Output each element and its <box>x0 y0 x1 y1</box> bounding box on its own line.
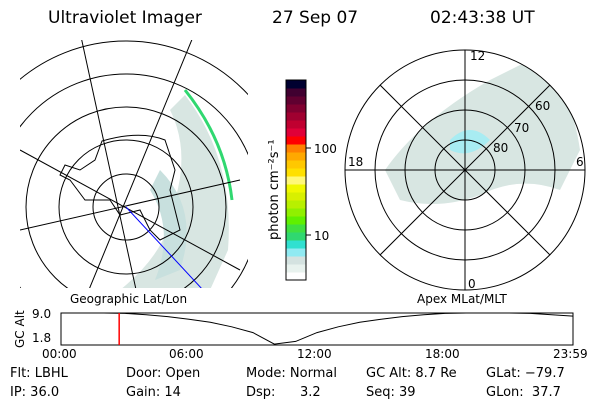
colorbar-band <box>286 208 306 217</box>
colorbar-tick-label: 100 <box>314 142 337 156</box>
mlt-label-12: 12 <box>470 49 485 63</box>
colorbar-band <box>286 88 306 97</box>
mlt-label-0: 0 <box>468 277 476 291</box>
aurora-emission <box>122 95 229 288</box>
colorbar-band <box>286 272 306 281</box>
mlt-label-6: 6 <box>576 155 584 169</box>
colorbar-band <box>286 200 306 209</box>
colorbar-label: photon cm⁻²s⁻¹ <box>267 139 282 240</box>
instrument-title: Ultraviolet Imager <box>48 8 202 28</box>
colorbar-band <box>286 176 306 185</box>
apex-mlt-map: 12 0 18 6 80 70 60 <box>344 49 586 291</box>
mlt-label-18: 18 <box>348 155 363 169</box>
altitude-plot-frame <box>60 312 574 346</box>
dsp-label: Dsp: <box>246 385 276 400</box>
antarctica-coastline <box>59 134 181 241</box>
x-tick-label: 06:00 <box>169 347 204 361</box>
colorbar-band <box>286 240 306 249</box>
orbit-track <box>125 206 202 288</box>
colorbar-band <box>286 168 306 177</box>
colorbar-band <box>286 216 306 225</box>
altitude-line <box>61 312 574 345</box>
colorbar-band <box>286 104 306 113</box>
colorbar-band <box>286 120 306 129</box>
glon-status: GLon: 37.7 <box>486 385 561 400</box>
longitude-lines <box>20 40 241 288</box>
colorbar-band <box>286 224 306 233</box>
colorbar-band <box>286 192 306 201</box>
colorbar-band <box>286 264 306 273</box>
geographic-caption: Geographic Lat/Lon <box>70 292 187 306</box>
colorbar-band <box>286 248 306 257</box>
colorbar-band <box>286 80 306 89</box>
latitude-circles <box>20 40 248 288</box>
mlat-label-80: 80 <box>493 141 508 155</box>
colorbar-frame <box>285 79 307 281</box>
ip-status: IP: 36.0 <box>10 385 60 400</box>
gc-alt-status: GC Alt: 8.7 Re <box>366 366 457 381</box>
colorbar <box>286 80 306 281</box>
colorbar-band <box>286 96 306 105</box>
apex-caption: Apex MLat/MLT <box>417 292 507 306</box>
door-status: Door: Open <box>126 366 201 381</box>
colorbar-band <box>286 152 306 161</box>
colorbar-band <box>286 144 306 153</box>
glat-status: GLat: −79.7 <box>486 366 565 381</box>
seq-status: Seq: 39 <box>366 385 416 400</box>
time-label: 02:43:38 UT <box>430 8 535 28</box>
mlat-label-60: 60 <box>535 99 550 113</box>
y-axis-label: GC Alt <box>13 310 27 348</box>
aurora-emission <box>450 130 490 154</box>
colorbar-band <box>286 184 306 193</box>
aurora-arc <box>183 89 234 201</box>
y-tick-label: 9.0 <box>32 307 51 321</box>
aurora-emission <box>150 170 187 280</box>
gain-status: Gain: 14 <box>126 385 181 400</box>
colorbar-band <box>286 256 306 265</box>
colorbar-band <box>286 112 306 121</box>
dsp-value: 3.2 <box>300 385 321 400</box>
x-tick-label: 23:59 <box>553 347 588 361</box>
x-tick-label: 18:00 <box>425 347 460 361</box>
mlat-label-70: 70 <box>514 121 529 135</box>
colorbar-tick-label: 10 <box>314 229 329 243</box>
x-tick-label: 12:00 <box>297 347 332 361</box>
filter-status: Flt: LBHL <box>10 366 68 381</box>
x-tick-label: 00:00 <box>42 347 77 361</box>
colorbar-band <box>286 160 306 169</box>
colorbar-band <box>286 136 306 145</box>
colorbar-band <box>286 128 306 137</box>
colorbar-band <box>286 232 306 241</box>
y-tick-label: 1.8 <box>32 331 51 345</box>
aurora-emission <box>385 60 580 204</box>
date-label: 27 Sep 07 <box>272 8 359 28</box>
geographic-map <box>20 40 248 288</box>
mode-status: Mode: Normal <box>246 366 337 381</box>
